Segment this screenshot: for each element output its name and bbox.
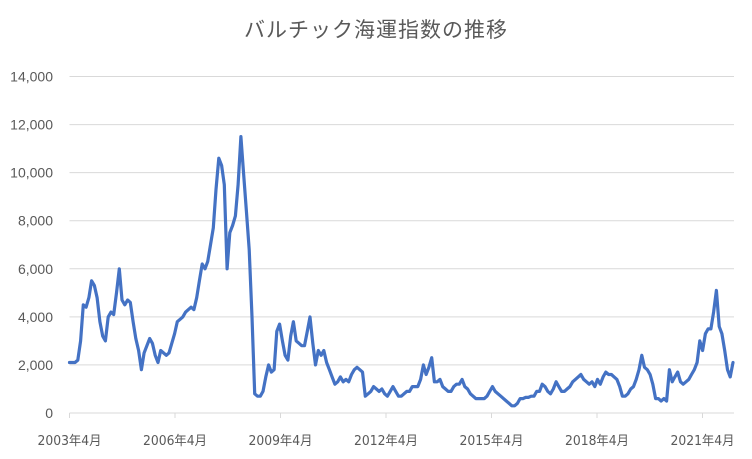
x-tick-label: 2006年4月: [143, 434, 207, 449]
y-tick-label: 6,000: [18, 261, 53, 277]
y-tick-label: 10,000: [10, 165, 53, 181]
y-tick-label: 0: [45, 405, 53, 421]
gridlines: [69, 76, 734, 366]
x-tick-label: 2015年4月: [460, 434, 524, 449]
y-axis-labels: 0 2,000 4,000 6,000 8,000 10,000 12,000 14,000: [10, 69, 53, 422]
bdi-series-line: [67, 135, 735, 408]
x-axis: 2003年4月 2006年4月 2009年4月 2012年4月 2015年4月 2018年…: [38, 412, 735, 449]
chart-title: バルチック海運指数の推移: [244, 18, 508, 42]
x-tick-label: 2012年4月: [354, 434, 418, 449]
x-tick-label: 2003年4月: [38, 434, 102, 449]
y-tick-label: 2,000: [18, 357, 53, 373]
y-tick-label: 4,000: [18, 309, 53, 325]
x-tick-label: 2009年4月: [249, 434, 313, 449]
y-tick-label: 12,000: [10, 117, 53, 133]
x-tick-label: 2021年4月: [671, 434, 735, 449]
y-tick-label: 14,000: [10, 69, 53, 85]
y-tick-label: 8,000: [18, 213, 53, 229]
x-tick-label: 2018年4月: [565, 434, 629, 449]
